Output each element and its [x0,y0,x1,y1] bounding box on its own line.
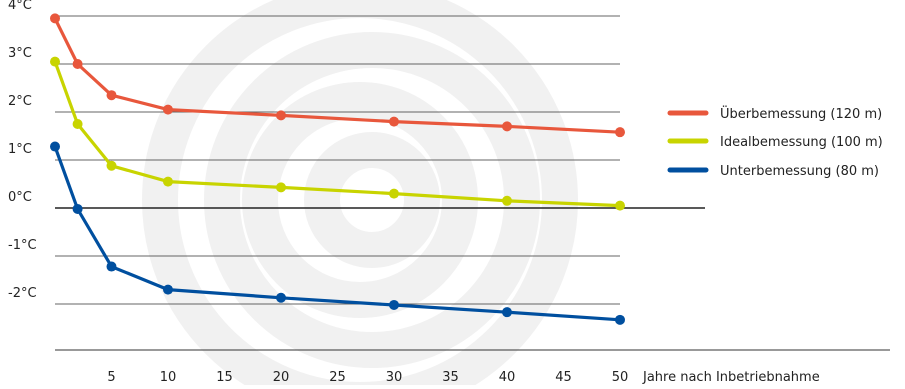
x-tick-label: 45 [555,370,572,385]
legend-label: Überbemessung (120 m) [720,105,882,122]
legend-label: Idealbemessung (100 m) [720,135,883,150]
data-point [163,104,173,115]
data-point [106,90,117,101]
data-point [106,261,117,272]
data-point [502,307,512,318]
data-point [50,13,60,24]
y-tick-label: 4°C [8,0,32,13]
x-tick-label: 40 [499,370,516,385]
data-point [72,59,83,69]
x-tick-label: 10 [160,370,177,385]
data-point [106,160,117,171]
data-point [502,121,512,132]
data-point [72,119,83,129]
data-point [389,299,399,310]
legend: Überbemessung (120 m) Idealbemessung (100… [667,105,883,179]
x-tick-label: 15 [216,370,233,385]
series-line-1 [53,17,621,134]
data-point [50,56,60,67]
x-axis-label: Jahre nach Inbetriebnahme [642,370,820,385]
x-tick-label: 5 [107,370,115,385]
watermark-ring [304,132,440,268]
data-point [389,188,399,199]
data-point [276,292,286,303]
data-point [615,314,625,325]
watermark-ring [242,82,478,318]
data-point [389,116,399,127]
data-point [50,141,60,152]
data-point [502,195,512,206]
y-tick-label: 1°C [8,142,32,157]
x-tick-label: 50 [612,370,629,385]
legend-label: Unterbemessung (80 m) [720,164,879,179]
data-point [615,127,625,138]
y-tick-label: 3°C [8,46,32,61]
data-point [72,203,83,214]
x-tick-label: 30 [386,370,403,385]
y-tick-labels: 4°C 3°C 2°C 1°C 0°C -1°C -2°C [8,0,37,301]
data-point [276,182,286,193]
watermark-ring [142,0,578,389]
y-tick-label: 0°C [8,190,32,205]
x-axis: 5 10 15 20 25 30 35 40 45 50 [55,349,890,385]
data-point [163,284,173,295]
data-point [615,200,625,211]
y-tick-label: -2°C [8,286,37,301]
series-lines [50,13,625,325]
x-tick-label: 25 [329,370,346,385]
data-point [163,176,173,187]
y-tick-label: -1°C [8,238,37,253]
series-line-2 [53,61,621,208]
series-line-3 [53,146,621,322]
grid-lines [55,15,705,305]
y-tick-label: 2°C [8,94,32,109]
data-point [276,110,286,121]
x-tick-label: 20 [273,370,290,385]
x-tick-label: 35 [442,370,459,385]
